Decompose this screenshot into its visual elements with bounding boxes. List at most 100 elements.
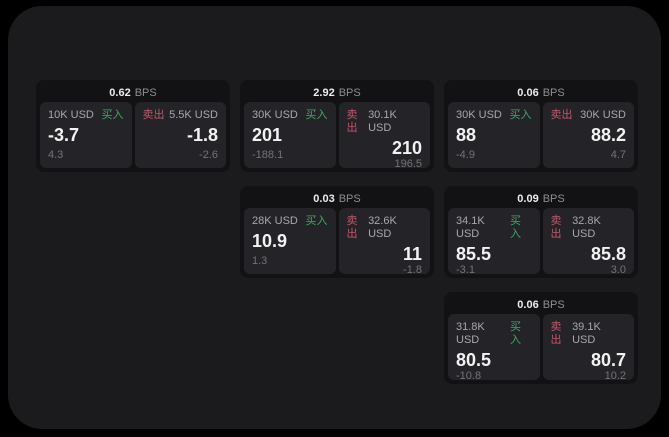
sell-amount: 32.8K USD [572,215,601,240]
buy-label: 买入 [305,215,328,227]
bps-unit-label: BPS [542,87,565,99]
buy-amount: 30K USD [456,109,502,121]
sell-tile[interactable]: 卖出 32.6K USD 11 -1.8 [338,208,430,276]
buy-label: 买入 [509,321,521,346]
sell-price: 88.2 [590,125,626,145]
buy-tile[interactable]: 34.1K USD 买入 85.5 -3.1 [448,208,540,276]
buy-tile[interactable]: 30K USD 买入 88 -4.9 [448,102,540,168]
sell-amount: 32.6K USD [368,215,397,240]
price-tiles: 30K USD 买入 201 -188.1 卖出 30.1K USD 210 1… [244,102,430,170]
bps-unit-label: BPS [134,87,157,99]
bps-value: 0.06 [517,87,539,99]
bps-value: 0.09 [517,193,539,205]
buy-amount: 28K USD [252,215,298,227]
buy-tile-top: 30K USD 买入 [252,109,328,122]
buy-label: 买入 [101,109,124,121]
sell-label: 卖出 [550,109,573,121]
buy-delta: -10.8 [456,370,482,382]
sell-tile-top: 卖出 32.6K USD [347,215,423,241]
buy-delta: -3.1 [456,264,475,276]
bps-header: 0.06 BPS [448,296,634,314]
quote-board-panel: 0.62 BPS 10K USD 买入 -3.7 4.3 卖出 [8,6,661,429]
sell-price: 85.8 [590,244,626,264]
price-tiles: 10K USD 买入 -3.7 4.3 卖出 5.5K USD -1.8 -2.… [40,102,226,168]
sell-delta: 3.0 [610,264,626,276]
sell-tile-top: 卖出 39.1K USD [551,321,627,347]
bps-header: 0.06 BPS [448,84,634,102]
buy-price: 201 [252,125,283,145]
price-tiles: 28K USD 买入 10.9 1.3 卖出 32.6K USD 11 -1.8 [244,208,430,276]
sell-tile-top: 卖出 30K USD [551,109,627,122]
bps-value: 0.03 [313,193,335,205]
buy-tile-top: 28K USD 买入 [252,215,328,228]
quote-card: 2.92 BPS 30K USD 买入 201 -188.1 卖出 [240,80,434,172]
quote-card: 0.06 BPS 30K USD 买入 88 -4.9 卖出 [444,80,638,172]
bps-value: 0.06 [517,299,539,311]
sell-price: 210 [391,138,422,158]
quote-card: 0.03 BPS 28K USD 买入 10.9 1.3 卖出 [240,186,434,278]
buy-delta: -188.1 [252,149,284,161]
bps-value: 2.92 [313,87,335,99]
sell-tile-top: 卖出 30.1K USD [347,109,423,135]
buy-delta: 4.3 [48,149,64,161]
buy-tile[interactable]: 28K USD 买入 10.9 1.3 [244,208,336,274]
bps-header: 0.62 BPS [40,84,226,102]
sell-label: 卖出 [550,321,562,346]
sell-price: 80.7 [590,350,626,370]
buy-label: 买入 [509,109,532,121]
price-tiles: 34.1K USD 买入 85.5 -3.1 卖出 32.8K USD 85.8… [448,208,634,276]
buy-price: -3.7 [48,125,80,145]
quote-card: 0.62 BPS 10K USD 买入 -3.7 4.3 卖出 [36,80,230,172]
sell-label: 卖出 [142,109,165,121]
sell-tile[interactable]: 卖出 32.8K USD 85.8 3.0 [542,208,634,276]
sell-delta: -2.6 [199,149,218,161]
buy-amount: 31.8K USD [456,321,485,346]
sell-price: -1.8 [186,125,218,145]
sell-label: 卖出 [550,215,562,240]
bps-unit-label: BPS [542,193,565,205]
sell-amount: 39.1K USD [572,321,601,346]
buy-price: 88 [456,125,477,145]
buy-tile[interactable]: 10K USD 买入 -3.7 4.3 [40,102,132,168]
sell-tile[interactable]: 卖出 5.5K USD -1.8 -2.6 [134,102,226,168]
price-tiles: 31.8K USD 买入 80.5 -10.8 卖出 39.1K USD 80.… [448,314,634,382]
buy-price: 80.5 [456,350,492,370]
buy-price: 10.9 [252,231,288,251]
sell-delta: 10.2 [604,370,626,382]
sell-delta: 4.7 [610,149,626,161]
buy-price: 85.5 [456,244,492,264]
bps-value: 0.62 [109,87,131,99]
sell-amount: 30.1K USD [368,109,397,134]
buy-delta: -4.9 [456,149,475,161]
sell-delta: -1.8 [403,264,422,276]
sell-delta: 196.5 [394,158,422,170]
sell-price: 11 [402,244,422,264]
quote-card: 0.06 BPS 31.8K USD 买入 80.5 -10.8 卖 [444,292,638,384]
buy-tile-top: 31.8K USD 买入 [456,321,532,347]
buy-tile[interactable]: 31.8K USD 买入 80.5 -10.8 [448,314,540,382]
buy-amount: 34.1K USD [456,215,485,240]
bps-unit-label: BPS [338,193,361,205]
buy-tile-top: 30K USD 买入 [456,109,532,122]
bps-header: 2.92 BPS [244,84,430,102]
bps-unit-label: BPS [338,87,361,99]
buy-tile-top: 34.1K USD 买入 [456,215,532,241]
buy-amount: 30K USD [252,109,298,121]
buy-tile[interactable]: 30K USD 买入 201 -188.1 [244,102,336,168]
quote-card: 0.09 BPS 34.1K USD 买入 85.5 -3.1 卖出 [444,186,638,278]
sell-label: 卖出 [346,109,358,134]
sell-tile[interactable]: 卖出 30.1K USD 210 196.5 [338,102,430,170]
bps-header: 0.03 BPS [244,190,430,208]
buy-delta: 1.3 [252,255,268,267]
sell-tile[interactable]: 卖出 30K USD 88.2 4.7 [542,102,634,168]
buy-tile-top: 10K USD 买入 [48,109,124,122]
buy-amount: 10K USD [48,109,94,121]
sell-tile[interactable]: 卖出 39.1K USD 80.7 10.2 [542,314,634,382]
buy-label: 买入 [305,109,328,121]
buy-label: 买入 [509,215,521,240]
sell-amount: 30K USD [580,109,626,121]
bps-unit-label: BPS [542,299,565,311]
quote-grid: 0.62 BPS 10K USD 买入 -3.7 4.3 卖出 [36,80,638,384]
sell-tile-top: 卖出 5.5K USD [143,109,219,122]
